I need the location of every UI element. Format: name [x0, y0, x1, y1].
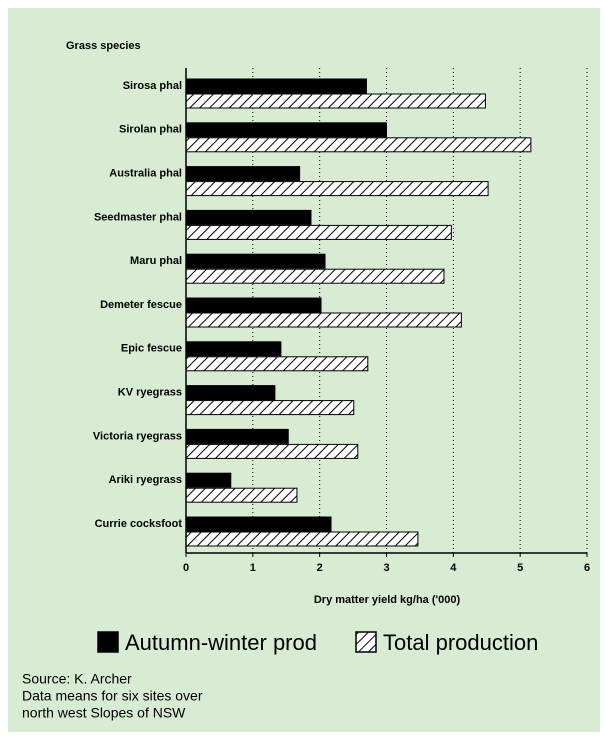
- bar: [185, 385, 276, 401]
- y-tick-label: Seedmaster phal: [94, 211, 182, 223]
- y-tick-label: KV ryegrass: [118, 387, 182, 399]
- y-axis-title: Grass species: [66, 40, 141, 52]
- bar: [185, 78, 367, 94]
- bar: [185, 166, 301, 182]
- source-note: Source: K. Archer: [22, 671, 132, 687]
- bar: [185, 531, 419, 547]
- legend-label: Total production: [383, 630, 538, 655]
- x-tick-label: 1: [250, 562, 256, 574]
- bar: [185, 516, 332, 532]
- y-tick-label: Sirosa phal: [123, 80, 182, 92]
- y-tick-label: Demeter fescue: [100, 299, 182, 311]
- bar: [185, 297, 322, 313]
- y-tick-label: Epic fescue: [121, 343, 182, 355]
- source-note: Data means for six sites over: [22, 688, 203, 704]
- bar: [185, 400, 355, 416]
- y-tick-label: Australia phal: [109, 168, 182, 180]
- legend-swatch: [355, 631, 377, 653]
- bar: [185, 93, 486, 109]
- bar: [185, 341, 282, 357]
- bar: [185, 472, 232, 488]
- y-tick-label: Maru phal: [130, 255, 182, 267]
- bar: [185, 356, 369, 372]
- legend-label: Autumn-winter prod: [125, 630, 317, 655]
- bar: [185, 312, 462, 328]
- y-tick-label: Currie cocksfoot: [95, 518, 183, 530]
- bar: [185, 268, 445, 284]
- bar: [185, 428, 289, 444]
- x-tick-label: 0: [183, 562, 189, 574]
- bar: [185, 209, 312, 225]
- x-tick-label: 5: [517, 562, 523, 574]
- legend-swatch: [97, 631, 119, 653]
- bar: [185, 137, 532, 153]
- x-axis-title: Dry matter yield kg/ha ('000): [314, 594, 461, 606]
- x-tick-label: 3: [383, 562, 389, 574]
- bar: [185, 122, 387, 138]
- bar: [185, 443, 359, 459]
- source-note: north west Slopes of NSW: [22, 705, 186, 721]
- y-tick-label: Sirolan phal: [119, 124, 182, 136]
- bar: [185, 253, 326, 269]
- bar: [185, 487, 298, 503]
- bar: [185, 181, 489, 197]
- x-tick-label: 2: [317, 562, 323, 574]
- y-tick-label: Victoria ryegrass: [93, 430, 182, 442]
- x-tick-label: 4: [450, 562, 457, 574]
- x-tick-label: 6: [584, 562, 590, 574]
- y-tick-label: Ariki ryegrass: [109, 474, 182, 486]
- bar: [185, 224, 452, 240]
